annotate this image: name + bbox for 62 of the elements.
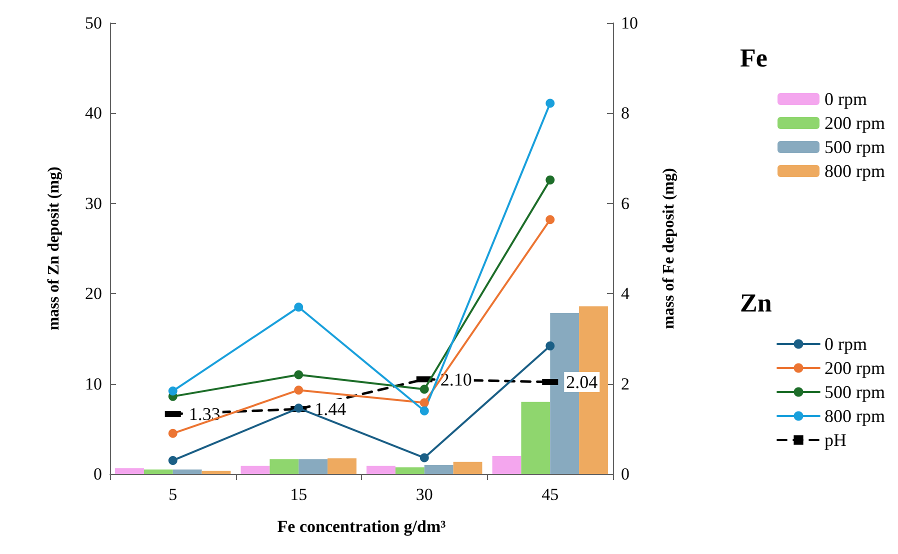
y2-tick-label: 8	[621, 104, 630, 123]
y-tick-label: 40	[85, 104, 102, 123]
data-label: 2.04	[566, 372, 598, 392]
legend-label: 200 rpm	[824, 113, 886, 133]
legend-label: 800 rpm	[824, 406, 886, 426]
x-tick-label: 15	[290, 485, 308, 504]
bar	[202, 470, 231, 474]
bar	[366, 466, 396, 474]
legend-label: 500 rpm	[824, 137, 886, 157]
point	[546, 341, 555, 350]
point	[294, 404, 304, 413]
bar	[521, 402, 550, 474]
bar	[240, 466, 270, 474]
point	[546, 98, 555, 108]
y2-tick-label: 6	[621, 194, 630, 213]
text: Fe	[740, 44, 768, 72]
bar	[395, 467, 424, 474]
x-tick-label: 30	[416, 485, 433, 504]
point	[546, 175, 555, 184]
point	[294, 302, 304, 312]
point	[546, 215, 555, 224]
legend-label: 500 rpm	[824, 382, 886, 402]
x-tick-label: 45	[542, 485, 559, 504]
y-tick-label: 0	[94, 464, 102, 484]
point	[168, 428, 178, 438]
text: Zn	[740, 288, 772, 318]
point	[294, 386, 304, 395]
legend-label: pH	[824, 430, 847, 450]
point	[294, 370, 304, 380]
legend-label: 0 rpm	[824, 89, 868, 109]
y-tick-label: 10	[85, 374, 102, 394]
legend-label: 0 rpm	[824, 334, 868, 354]
bar	[492, 456, 522, 474]
y-tick-label: 50	[85, 14, 102, 32]
y2-tick-label: 2	[621, 374, 630, 394]
point	[168, 456, 178, 465]
bar	[298, 459, 328, 474]
point	[420, 398, 429, 408]
x-tick-label: 5	[168, 485, 178, 504]
y2-tick-label: 10	[621, 14, 638, 32]
x-axis-title: Fe concentration g/dm³	[277, 517, 446, 536]
point	[420, 406, 429, 416]
bar	[172, 469, 202, 474]
y-tick-label: 20	[85, 284, 102, 304]
y2-tick-label: 4	[621, 284, 630, 304]
y-axis-title: mass of Zn deposit (mg)	[46, 166, 62, 330]
bar	[115, 468, 144, 474]
bar	[328, 458, 356, 474]
y2-axis-title: mass of Fe deposit (mg)	[660, 168, 678, 329]
y2-tick-label: 0	[621, 464, 630, 484]
point	[420, 453, 429, 462]
bar	[453, 462, 482, 474]
point	[168, 386, 178, 396]
data-label: 1.44	[314, 399, 346, 420]
data-label: 2.10	[440, 369, 472, 390]
bar	[144, 469, 173, 474]
y-tick-label: 30	[85, 194, 102, 213]
point	[420, 384, 429, 394]
legend-label: 800 rpm	[824, 161, 886, 181]
bar	[270, 459, 299, 474]
bar	[424, 464, 454, 474]
legend-label: 200 rpm	[824, 358, 886, 378]
